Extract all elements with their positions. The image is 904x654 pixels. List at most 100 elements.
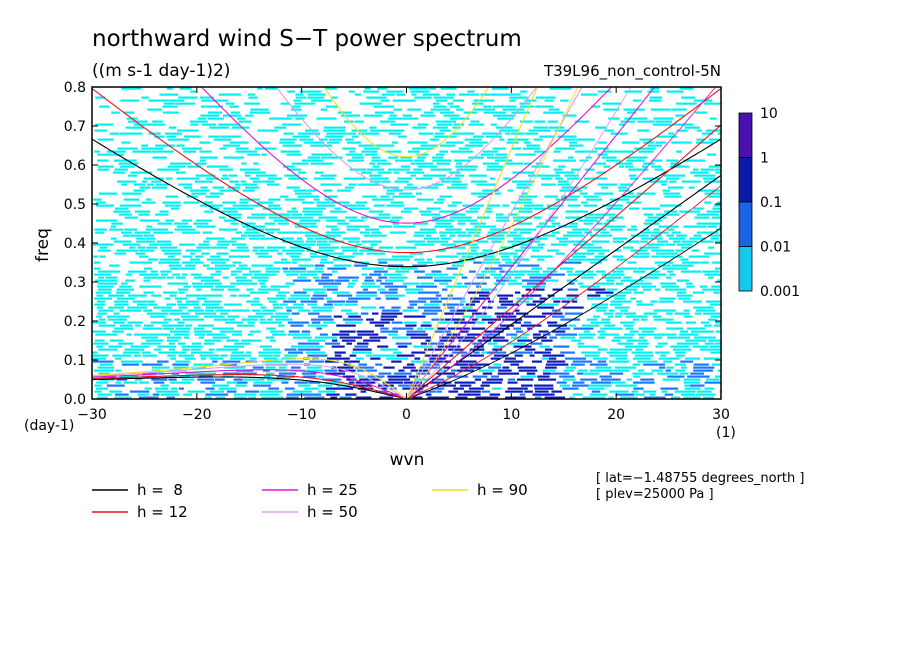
field-cell [140, 219, 160, 222]
field-cell [137, 246, 146, 249]
field-cell [400, 156, 412, 159]
field-cell [583, 372, 600, 375]
field-cell [447, 204, 457, 207]
field-cell [495, 216, 509, 219]
field-cell [516, 222, 533, 225]
field-cell [511, 111, 530, 114]
field-cell [307, 369, 324, 372]
field-cell [476, 240, 489, 243]
field-cell [288, 297, 310, 300]
field-cell [535, 390, 549, 393]
field-cell [414, 96, 432, 99]
field-cell [252, 204, 263, 207]
field-cell [656, 213, 679, 216]
field-cell [519, 393, 526, 396]
field-cell [261, 396, 284, 399]
field-cell [584, 231, 592, 234]
field-cell [440, 87, 457, 90]
field-cell [364, 279, 374, 282]
field-cell [175, 360, 191, 363]
field-cell [511, 243, 531, 246]
field-cell [380, 315, 398, 318]
field-cell [209, 390, 224, 393]
field-cell [393, 351, 402, 354]
field-cell [581, 201, 588, 204]
field-cell [178, 96, 198, 99]
field-cell [241, 183, 258, 186]
field-cell [408, 87, 428, 90]
field-cell [369, 381, 376, 384]
field-cell [680, 270, 702, 273]
field-cell [462, 315, 475, 318]
field-cell [559, 375, 575, 378]
field-cell [665, 369, 671, 372]
field-cell [138, 213, 150, 216]
field-cell [614, 297, 625, 300]
field-cell [609, 360, 630, 363]
field-cell [439, 150, 448, 153]
field-cell [252, 246, 265, 249]
field-cell [281, 258, 287, 261]
field-cell [282, 240, 304, 243]
field-cell [105, 276, 118, 279]
field-cell [666, 327, 684, 330]
field-cell [492, 387, 502, 390]
field-cell [386, 357, 409, 360]
field-cell [563, 234, 585, 237]
field-cell [496, 213, 504, 216]
field-cell [695, 309, 716, 312]
field-cell [560, 318, 580, 321]
field-cell [274, 126, 287, 129]
field-cell [272, 303, 279, 306]
field-cell [329, 138, 342, 141]
field-cell [694, 312, 702, 315]
field-cell [147, 183, 154, 186]
field-cell [526, 237, 548, 240]
field-cell [472, 375, 488, 378]
field-cell [312, 294, 328, 297]
field-cell [348, 282, 356, 285]
field-cell [315, 279, 335, 282]
field-cell [537, 303, 559, 306]
field-cell [167, 282, 188, 285]
field-cell [94, 384, 102, 387]
field-cell [568, 240, 576, 243]
field-cell [182, 231, 201, 234]
field-cell [493, 114, 516, 117]
field-cell [361, 150, 378, 153]
field-cell [480, 288, 497, 291]
field-cell [404, 288, 423, 291]
field-cell [244, 171, 266, 174]
field-cell [240, 180, 247, 183]
field-cell [123, 381, 138, 384]
field-cell [161, 273, 168, 276]
field-cell [591, 381, 612, 384]
field-cell [649, 87, 659, 90]
field-cell [423, 309, 443, 312]
field-cell [467, 333, 482, 336]
field-cell [371, 156, 381, 159]
curve-h8-rossby [92, 376, 407, 399]
field-cell [440, 144, 456, 147]
field-cell [610, 132, 628, 135]
field-cell [218, 93, 241, 96]
field-cell [237, 324, 255, 327]
field-cell [367, 168, 385, 171]
field-cell [692, 345, 709, 348]
field-cell [354, 264, 368, 267]
field-cell [185, 249, 202, 252]
field-cell [637, 129, 650, 132]
field-cell [660, 282, 677, 285]
field-cell [323, 321, 336, 324]
field-cell [266, 246, 285, 249]
field-cell [580, 246, 602, 249]
field-cell [684, 315, 693, 318]
field-cell [486, 156, 508, 159]
field-cell [230, 111, 240, 114]
field-cell [456, 369, 474, 372]
field-cell [210, 261, 226, 264]
field-cell [558, 240, 569, 243]
field-cell [593, 228, 607, 231]
field-cell [671, 141, 692, 144]
field-cell [449, 216, 472, 219]
